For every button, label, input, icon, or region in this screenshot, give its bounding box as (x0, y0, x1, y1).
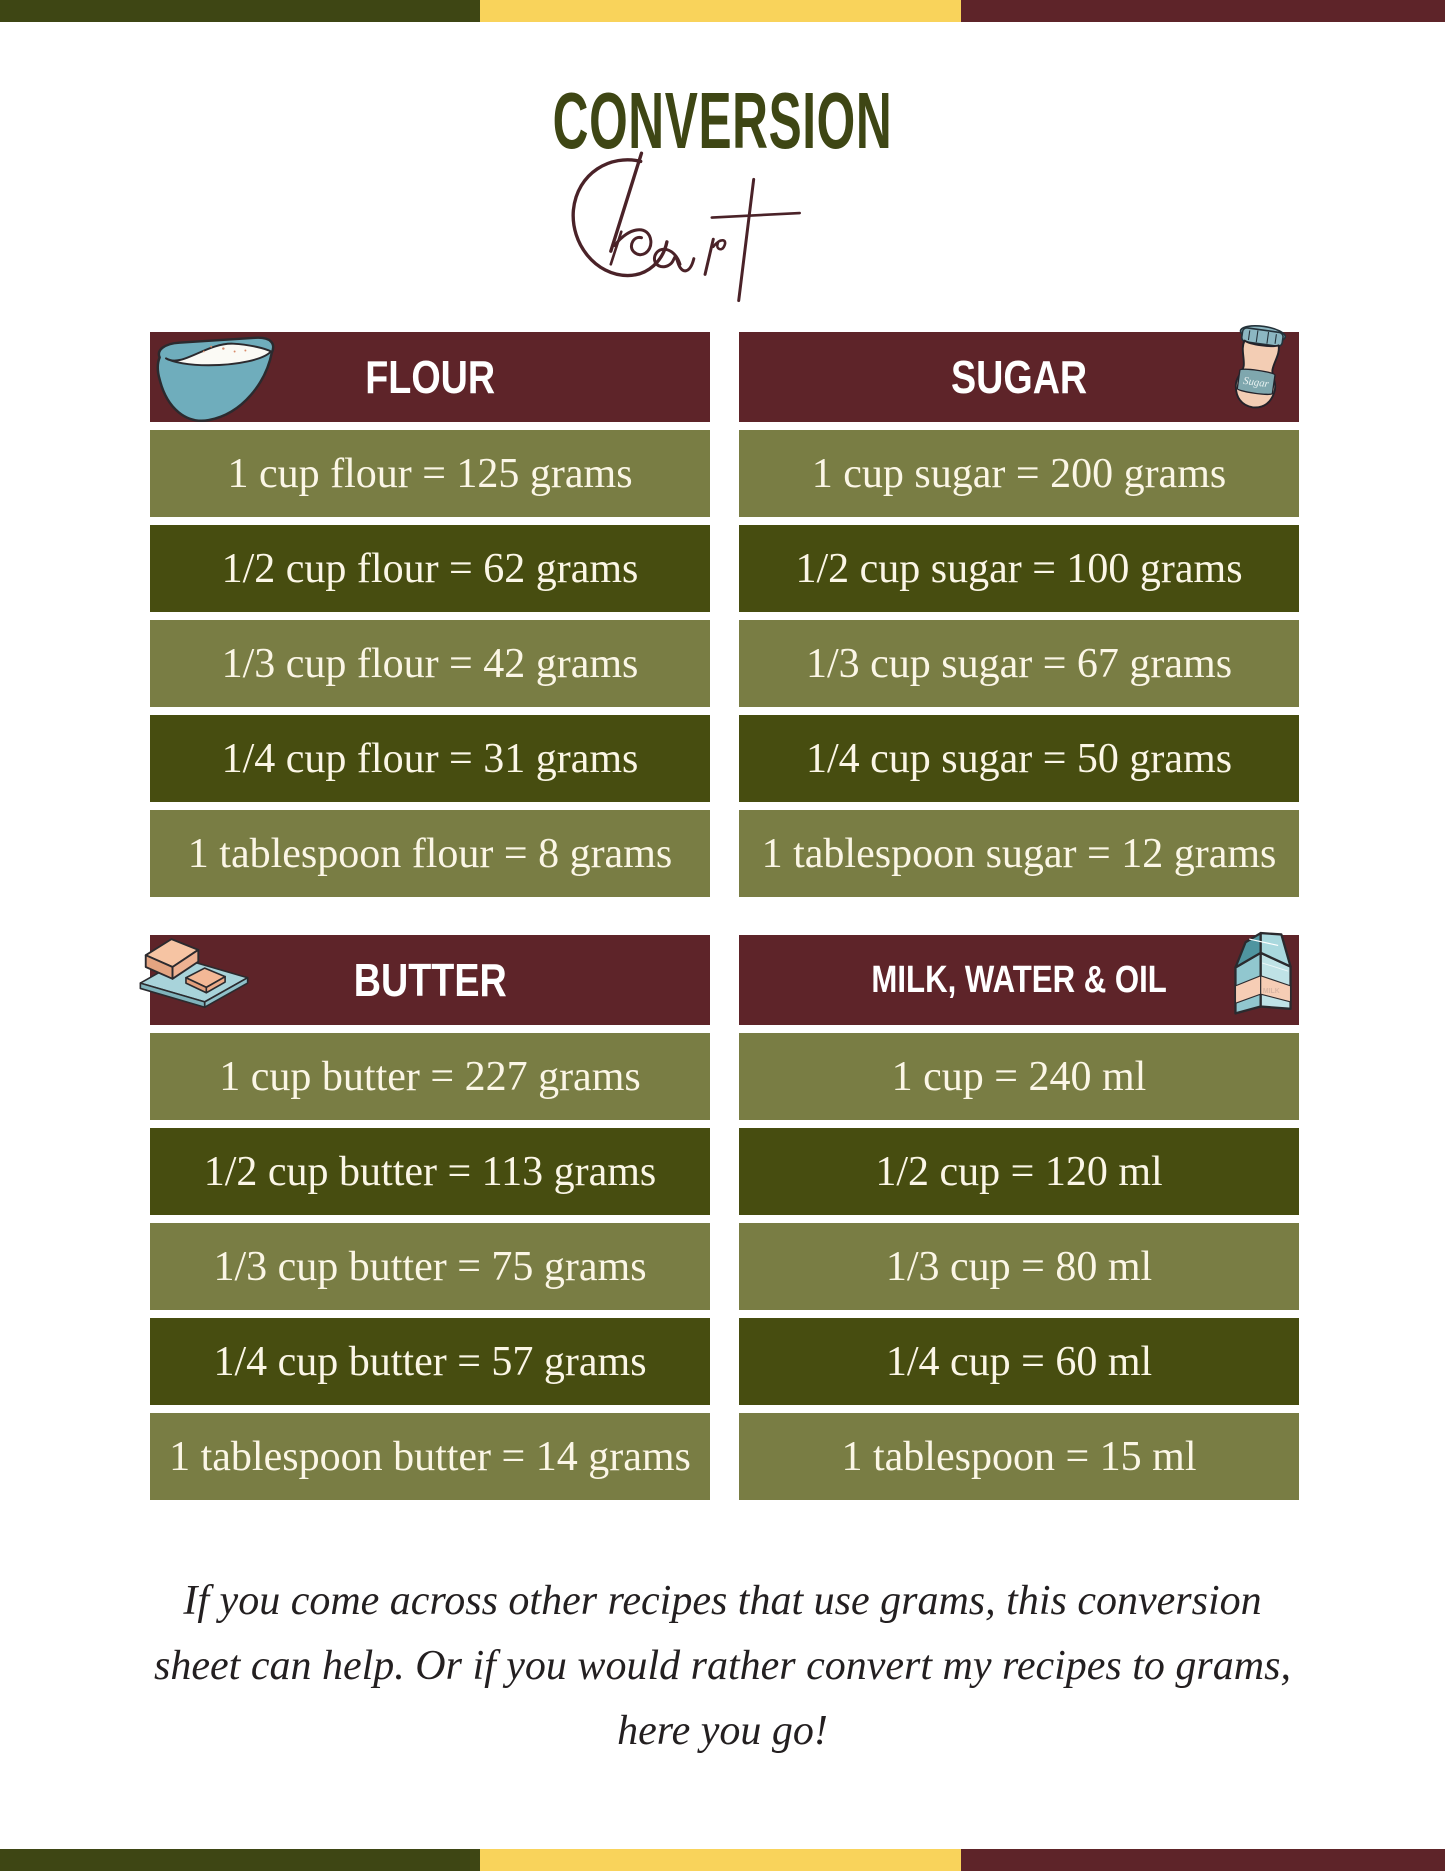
svg-text:MILK: MILK (1263, 988, 1280, 995)
